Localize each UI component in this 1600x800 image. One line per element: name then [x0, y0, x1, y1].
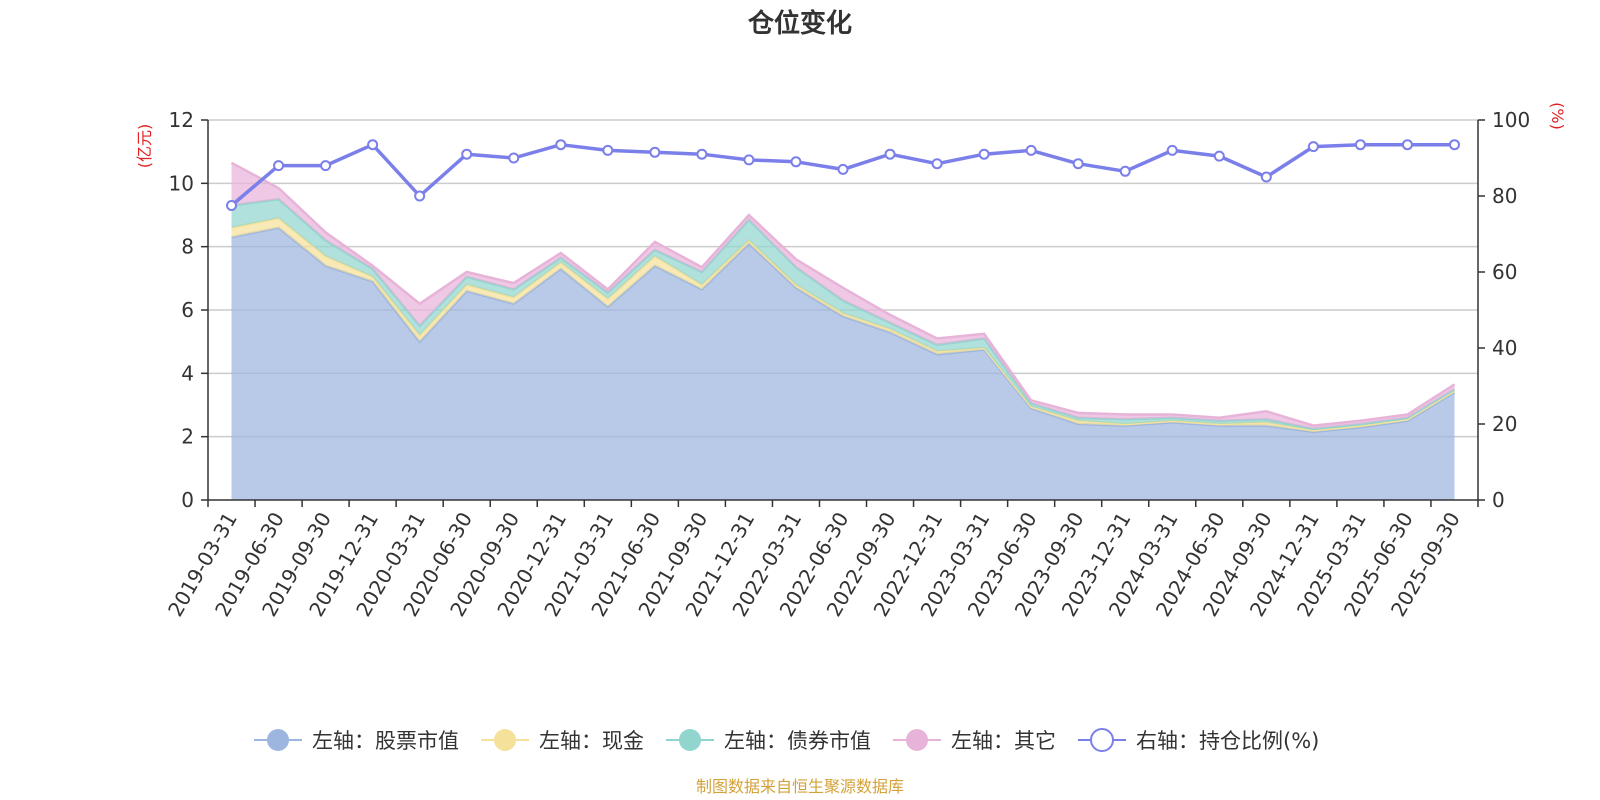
left-tick-label: 8: [181, 235, 194, 259]
position-ratio-point: [1260, 171, 1272, 183]
position-ratio-point: [931, 158, 943, 170]
legend-circle-marker: [1090, 728, 1114, 752]
position-ratio-point: [367, 139, 379, 151]
position-ratio-point: [508, 152, 520, 164]
legend-circle-marker: [494, 729, 516, 751]
position-ratio-point: [414, 190, 426, 202]
right-tick-label: 100: [1492, 108, 1530, 132]
legend-circle-marker: [906, 729, 928, 751]
data-source-note: 制图数据来自恒生聚源数据库: [696, 777, 904, 796]
position-ratio-point: [790, 156, 802, 168]
position-ratio-point: [1119, 165, 1131, 177]
legend-label: 左轴：其它: [951, 729, 1056, 753]
position-ratio-point: [884, 148, 896, 160]
legend-item[interactable]: 左轴：债券市值: [666, 729, 871, 753]
right-tick-label: 40: [1492, 336, 1517, 360]
area-series-3: [231, 162, 1455, 429]
right-tick-label: 80: [1492, 184, 1517, 208]
position-ratio-point: [696, 148, 708, 160]
area-edge-3: [230, 161, 1456, 427]
stacked-areas: [230, 161, 1456, 500]
legend-item[interactable]: 左轴：股票市值: [254, 729, 459, 753]
legend-label: 左轴：债券市值: [724, 729, 871, 753]
position-ratio-point: [837, 163, 849, 175]
axes: [201, 119, 1485, 507]
position-ratio-point: [602, 144, 614, 156]
position-ratio-point: [1448, 139, 1460, 151]
legend-circle-marker: [679, 729, 701, 751]
position-ratio-point: [1166, 144, 1178, 156]
position-ratio-point: [320, 160, 332, 172]
legend-item[interactable]: 右轴：持仓比例(%): [1078, 728, 1319, 753]
position-ratio-point: [1025, 144, 1037, 156]
position-ratio-point: [978, 148, 990, 160]
left-tick-label: 6: [181, 298, 194, 322]
area-series-0: [231, 227, 1455, 500]
position-ratio-point: [461, 148, 473, 160]
legend-label: 左轴：股票市值: [312, 729, 459, 753]
right-axis-label: (%): [1548, 102, 1567, 130]
position-ratio-point: [1401, 139, 1413, 151]
position-ratio-point: [1072, 158, 1084, 170]
legend-circle-marker: [267, 729, 289, 751]
position-ratio-line: [226, 139, 1460, 211]
legend: 左轴：股票市值 左轴：现金 左轴：债券市值 左轴：其它 右轴：持仓比例(%): [254, 728, 1319, 753]
legend-label: 左轴：现金: [539, 729, 644, 753]
position-ratio-point: [226, 200, 238, 211]
left-tick-label: 0: [181, 488, 194, 512]
legend-item[interactable]: 左轴：其它: [893, 729, 1056, 753]
position-ratio-point: [1213, 150, 1225, 162]
position-ratio-point: [1307, 141, 1319, 153]
position-ratio-point: [555, 139, 567, 151]
legend-item[interactable]: 左轴：现金: [481, 729, 644, 753]
right-tick-label: 60: [1492, 260, 1517, 284]
position-ratio-point: [273, 160, 285, 172]
chart-title: 仓位变化: [747, 8, 852, 39]
position-ratio-point: [649, 146, 661, 158]
right-tick-label: 20: [1492, 412, 1517, 436]
legend-label: 右轴：持仓比例(%): [1136, 729, 1319, 753]
position-ratio-point: [1354, 139, 1366, 151]
position-ratio-point: [743, 154, 755, 166]
left-axis-label: (亿元): [135, 124, 154, 169]
left-tick-label: 2: [181, 425, 194, 449]
left-tick-label: 10: [169, 171, 194, 195]
left-tick-label: 12: [169, 108, 194, 132]
left-tick-label: 4: [181, 361, 194, 385]
right-tick-label: 0: [1492, 488, 1505, 512]
